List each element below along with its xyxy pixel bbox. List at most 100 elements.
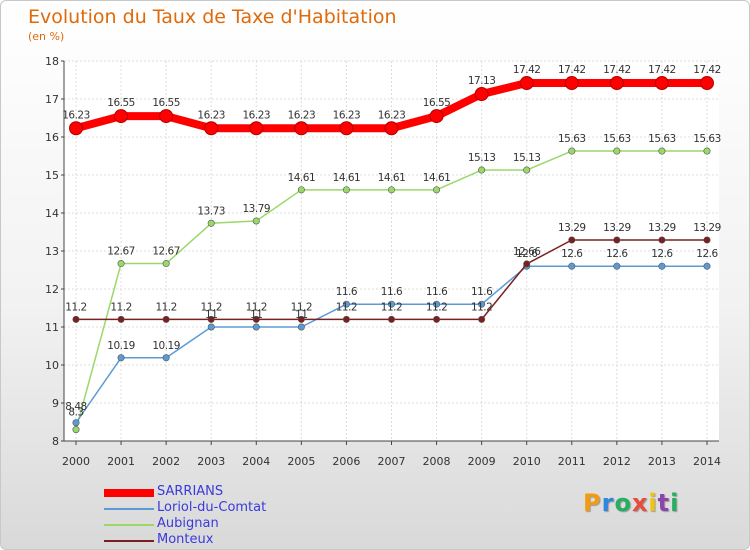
data-label: 11 bbox=[205, 309, 217, 321]
x-tick-label: 2011 bbox=[558, 455, 586, 468]
y-tick-label: 14 bbox=[45, 207, 59, 220]
y-tick-label: 9 bbox=[52, 397, 59, 410]
data-label: 12.6 bbox=[561, 248, 583, 260]
data-point bbox=[703, 236, 711, 244]
data-label: 10.19 bbox=[107, 340, 135, 352]
data-point bbox=[162, 260, 170, 268]
data-label: 11 bbox=[250, 309, 262, 321]
data-label: 11.6 bbox=[336, 286, 358, 298]
data-label: 11.6 bbox=[471, 286, 493, 298]
data-label: 11 bbox=[295, 309, 307, 321]
x-tick-label: 2004 bbox=[242, 455, 270, 468]
data-label: 11.2 bbox=[471, 301, 492, 313]
x-tick-label: 2002 bbox=[152, 455, 180, 468]
data-label: 11.6 bbox=[426, 286, 448, 298]
data-label: 14.61 bbox=[378, 172, 406, 184]
logo-letter: t bbox=[657, 489, 671, 517]
data-point bbox=[72, 426, 80, 434]
x-tick-label: 2014 bbox=[693, 455, 721, 468]
data-point bbox=[117, 315, 125, 323]
data-point bbox=[249, 121, 264, 136]
y-tick-label: 13 bbox=[45, 245, 59, 258]
data-point bbox=[613, 147, 621, 155]
unit-label: (en %) bbox=[28, 30, 65, 43]
y-tick-label: 8 bbox=[52, 435, 59, 448]
x-tick-label: 2007 bbox=[378, 455, 406, 468]
data-point bbox=[114, 109, 129, 124]
x-tick-label: 2010 bbox=[513, 455, 541, 468]
data-point bbox=[384, 121, 399, 136]
legend-label: Aubignan bbox=[157, 516, 219, 531]
data-point bbox=[478, 166, 486, 174]
logo-letter: i bbox=[648, 489, 658, 517]
logo-letter: i bbox=[670, 489, 680, 517]
y-tick-label: 11 bbox=[45, 321, 59, 334]
y-tick-label: 15 bbox=[45, 169, 59, 182]
data-point bbox=[609, 76, 624, 91]
data-point bbox=[474, 87, 489, 102]
y-tick-label: 16 bbox=[45, 131, 59, 144]
data-point bbox=[433, 315, 441, 323]
x-tick-label: 2003 bbox=[197, 455, 225, 468]
data-label: 16.23 bbox=[378, 109, 406, 121]
data-label: 11.2 bbox=[291, 301, 312, 313]
data-point bbox=[339, 121, 354, 136]
data-label: 13.73 bbox=[197, 205, 225, 217]
legend-swatch bbox=[104, 524, 154, 526]
data-label: 12.6 bbox=[696, 248, 718, 260]
data-label: 13.29 bbox=[693, 222, 721, 234]
data-point bbox=[162, 354, 170, 362]
data-point bbox=[658, 147, 666, 155]
data-label: 12.67 bbox=[152, 246, 180, 258]
y-tick-label: 12 bbox=[45, 283, 59, 296]
data-label: 13.29 bbox=[558, 222, 586, 234]
data-label: 12.6 bbox=[606, 248, 628, 260]
data-label: 17.42 bbox=[603, 64, 631, 76]
data-label: 11.2 bbox=[155, 301, 176, 313]
data-point bbox=[342, 315, 350, 323]
data-label: 15.63 bbox=[693, 133, 721, 145]
data-label: 12.6 bbox=[516, 248, 538, 260]
x-tick-label: 2005 bbox=[287, 455, 315, 468]
data-label: 11.2 bbox=[426, 301, 447, 313]
legend-swatch bbox=[104, 540, 154, 542]
legend-swatch bbox=[104, 508, 154, 510]
data-point bbox=[297, 186, 305, 194]
data-label: 11.2 bbox=[201, 301, 222, 313]
chart-title: Evolution du Taux de Taxe d'Habitation bbox=[28, 6, 397, 28]
y-tick-label: 10 bbox=[45, 359, 59, 372]
data-label: 10.19 bbox=[152, 340, 180, 352]
data-label: 11.2 bbox=[336, 301, 357, 313]
data-label: 11.2 bbox=[110, 301, 131, 313]
data-label: 14.61 bbox=[288, 172, 316, 184]
data-point bbox=[252, 323, 260, 331]
legend-item: Aubignan bbox=[104, 516, 304, 533]
legend: SARRIANS Loriol-du-Comtat Aubignan Monteux bbox=[104, 484, 304, 549]
data-label: 8.48 bbox=[65, 401, 86, 413]
data-label: 16.23 bbox=[62, 109, 90, 121]
data-label: 11.2 bbox=[65, 301, 86, 313]
data-point bbox=[658, 236, 666, 244]
data-label: 16.23 bbox=[197, 109, 225, 121]
data-point bbox=[294, 121, 309, 136]
x-tick-label: 2000 bbox=[62, 455, 90, 468]
data-point bbox=[297, 323, 305, 331]
logo-letter: x bbox=[631, 489, 649, 517]
proxiti-logo: Proxiti bbox=[583, 489, 679, 517]
data-point bbox=[523, 166, 531, 174]
data-label: 11.2 bbox=[246, 301, 267, 313]
data-point bbox=[207, 219, 215, 227]
data-point bbox=[387, 186, 395, 194]
x-tick-label: 2013 bbox=[648, 455, 676, 468]
x-tick-label: 2006 bbox=[332, 455, 360, 468]
data-point bbox=[478, 315, 486, 323]
data-point bbox=[297, 315, 305, 323]
data-label: 17.42 bbox=[648, 64, 676, 76]
legend-label: Monteux bbox=[157, 532, 214, 547]
data-label: 14.61 bbox=[333, 172, 361, 184]
data-label: 15.13 bbox=[468, 152, 496, 164]
data-point bbox=[703, 147, 711, 155]
data-label: 17.42 bbox=[513, 64, 541, 76]
